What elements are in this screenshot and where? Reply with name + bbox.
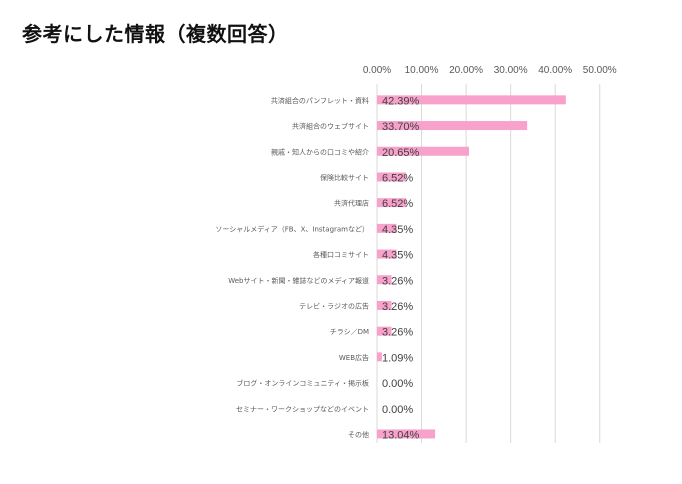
page-title: 参考にした情報（複数回答） — [22, 22, 289, 46]
bar — [377, 275, 392, 285]
x-tick-label: 0.00% — [363, 65, 391, 76]
bar — [377, 249, 397, 259]
x-tick-label: 40.00% — [538, 65, 572, 76]
bar — [377, 223, 397, 233]
bar — [377, 172, 407, 182]
bar — [377, 326, 392, 336]
bar — [377, 121, 528, 131]
category-label: セミナー・ワークショップなどのイベント — [236, 405, 369, 413]
category-label: 保険比較サイト — [320, 173, 369, 182]
category-label: 共済組合のパンフレット・資料 — [271, 96, 369, 105]
category-label: 共済代理店 — [334, 199, 369, 208]
data-label: 1.09% — [382, 352, 413, 364]
x-tick-label: 50.00% — [583, 65, 617, 76]
data-label: 3.26% — [382, 275, 413, 287]
category-label: 親戚・知人からの口コミや紹介 — [271, 147, 369, 156]
data-label: 3.26% — [382, 327, 413, 339]
data-label: 42.39% — [382, 95, 420, 107]
category-label: ソーシャルメディア（FB、X、Instagramなど） — [215, 224, 369, 233]
data-label: 4.35% — [382, 224, 413, 236]
bar — [377, 95, 566, 105]
data-label: 33.70% — [382, 121, 420, 133]
data-label: 13.04% — [382, 429, 420, 441]
category-label: その他 — [348, 430, 369, 439]
bar — [377, 352, 382, 362]
x-tick-label: 30.00% — [494, 65, 528, 76]
category-label: チラシ／DM — [330, 328, 369, 336]
data-label: 0.00% — [382, 378, 413, 390]
bar — [377, 198, 407, 208]
data-label: 20.65% — [382, 147, 420, 159]
category-label: Webサイト・新聞・雑誌などのメディア報道 — [228, 276, 369, 285]
bar — [377, 429, 436, 439]
x-tick-label: 20.00% — [449, 65, 483, 76]
data-label: 0.00% — [382, 404, 413, 416]
bar — [377, 146, 469, 156]
category-label: 共済組合のウェブサイト — [292, 122, 369, 131]
category-label: 各種口コミサイト — [313, 250, 369, 259]
data-label: 6.52% — [382, 172, 413, 184]
category-label: WEB広告 — [339, 353, 369, 362]
bar — [377, 300, 392, 310]
x-tick-label: 10.00% — [405, 65, 439, 76]
data-label: 6.52% — [382, 198, 413, 210]
data-label: 3.26% — [382, 301, 413, 313]
data-label: 4.35% — [382, 250, 413, 262]
category-label: ブログ・オンラインコミュニティ・掲示板 — [236, 379, 369, 388]
category-label: テレビ・ラジオの広告 — [299, 301, 369, 310]
